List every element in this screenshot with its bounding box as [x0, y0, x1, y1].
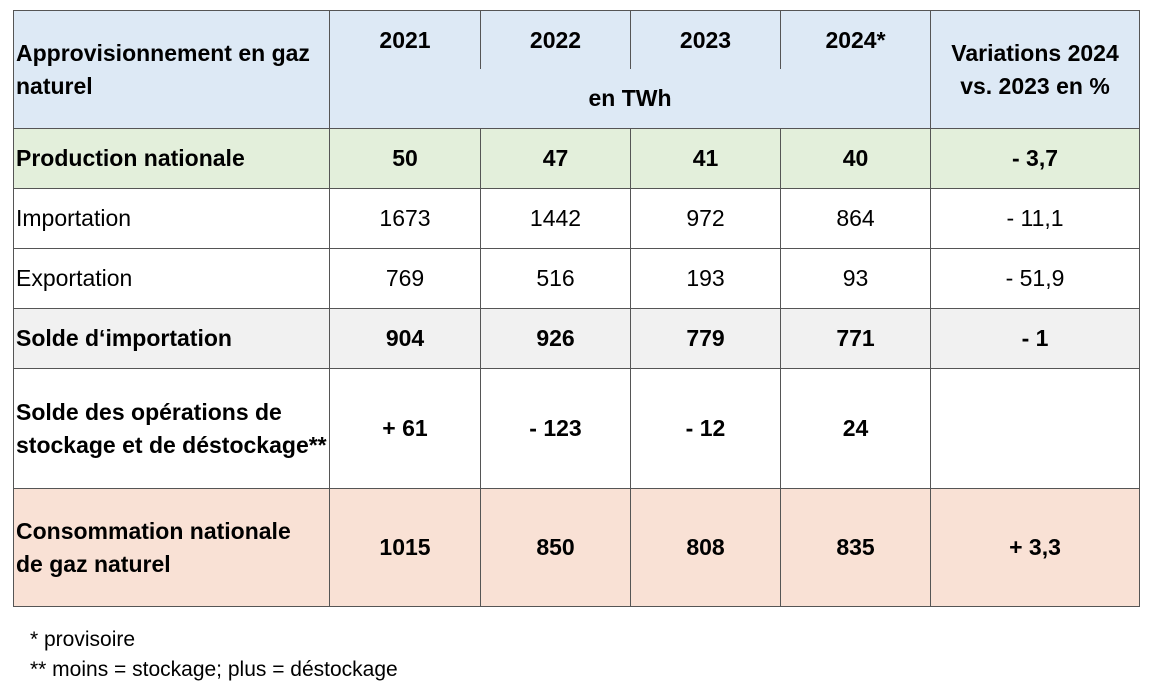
row-label: Exportation: [13, 248, 330, 309]
row-label-text: Importation: [16, 205, 132, 232]
value: 50: [329, 128, 481, 189]
value: 904: [329, 308, 481, 369]
row-label-text: Exportation: [16, 265, 133, 292]
value: + 61: [329, 368, 481, 489]
value: 1442: [480, 188, 631, 249]
value: 926: [480, 308, 631, 369]
supply-table: Approvisionnement en gaz naturel 2021 20…: [13, 10, 1140, 607]
unit: en TWh: [329, 69, 931, 129]
value: 779: [630, 308, 781, 369]
row-label: Solde des opérations de stockage et de d…: [13, 368, 330, 489]
value: 1673: [329, 188, 481, 249]
value: 771: [780, 308, 931, 369]
year: 2023: [630, 10, 781, 69]
variation: [930, 368, 1140, 489]
variation: + 3,3: [930, 488, 1140, 607]
row: Solde d‘importation 904 926 779 771- 1: [13, 308, 1140, 369]
value: 47: [480, 128, 631, 189]
row-label: Consommation nationale de gaz naturel: [13, 488, 330, 607]
value: 41: [630, 128, 781, 189]
value: 516: [480, 248, 631, 309]
year: 2022: [480, 10, 631, 69]
value: 93: [780, 248, 931, 309]
row: Solde des opérations de stockage et de d…: [13, 368, 1140, 489]
row-label: Production nationale: [13, 128, 330, 189]
year: 2021: [329, 10, 481, 69]
header-label: Approvisionnement en gaz naturel: [13, 10, 330, 129]
value: 864: [780, 188, 931, 249]
row: Consommation nationale de gaz naturel 101…: [13, 488, 1140, 607]
row-label-text: Production nationale: [16, 145, 245, 172]
value: 972: [630, 188, 781, 249]
row: Production nationale 50 47 41 40- 3,7: [13, 128, 1140, 189]
value: 24: [780, 368, 931, 489]
variation: - 1: [930, 308, 1140, 369]
variation: - 3,7: [930, 128, 1140, 189]
value: 835: [780, 488, 931, 607]
value: 193: [630, 248, 781, 309]
variation: - 51,9: [930, 248, 1140, 309]
value: 850: [480, 488, 631, 607]
value: - 12: [630, 368, 781, 489]
value: 769: [329, 248, 481, 309]
value: 808: [630, 488, 781, 607]
row-label-text: Solde d‘importation: [16, 325, 232, 352]
header-variation: Variations 2024 vs. 2023 en %: [930, 10, 1140, 129]
footnote: ** moins = stockage; plus = déstockage: [30, 658, 398, 681]
row-label-text: Consommation nationale de gaz naturel: [16, 518, 291, 577]
value: 40: [780, 128, 931, 189]
value: 1015: [329, 488, 481, 607]
footnote: * provisoire: [30, 628, 136, 651]
header-unit-row: en TWh: [14, 69, 1140, 129]
variation: - 11,1: [930, 188, 1140, 249]
row: Importation 1673 1442 972 864- 11,1: [13, 188, 1140, 249]
row-label-text: Solde des opérations de stockage et de d…: [16, 399, 327, 458]
row-label: Importation: [13, 188, 330, 249]
year: 2024*: [780, 10, 931, 69]
value: - 123: [480, 368, 631, 489]
row: Exportation 769 516 193 93- 51,9: [13, 248, 1140, 309]
header-row: Approvisionnement en gaz naturel 2021 20…: [13, 10, 1140, 129]
row-label: Solde d‘importation: [13, 308, 330, 369]
